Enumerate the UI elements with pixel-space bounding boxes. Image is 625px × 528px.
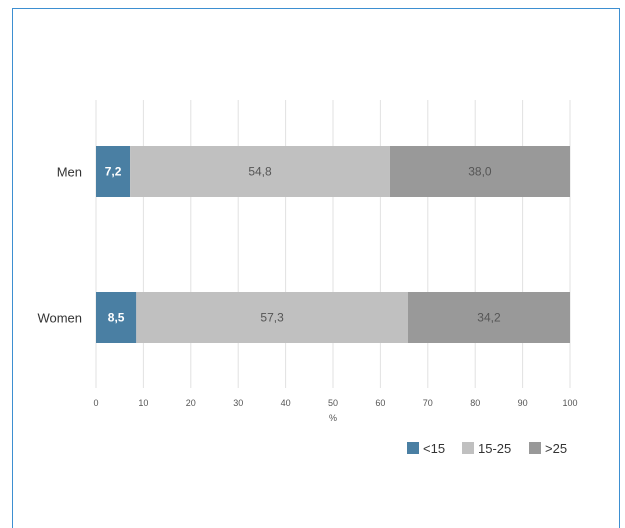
legend-swatch: [407, 442, 419, 454]
bars: 7,2 54,8 38,0 8,5 57,3 34,2: [96, 146, 570, 343]
x-axis-label: %: [329, 413, 337, 423]
legend-swatch: [462, 442, 474, 454]
category-label: Men: [57, 165, 82, 180]
x-tick-label: 10: [138, 398, 148, 408]
category-label: Women: [37, 311, 82, 326]
data-label: 34,2: [477, 311, 501, 325]
bar-segment: [130, 146, 390, 197]
stacked-bar-chart: 7,2 54,8 38,0 8,5 57,3 34,2 Men Women 0 10 20 30 4…: [37, 100, 578, 456]
x-tick-label: 20: [186, 398, 196, 408]
legend-swatch: [529, 442, 541, 454]
x-tick-label: 50: [328, 398, 338, 408]
data-label: 38,0: [468, 165, 492, 179]
x-tick-label: 100: [562, 398, 577, 408]
data-label: 54,8: [248, 165, 272, 179]
data-label: 7,2: [105, 165, 122, 179]
chart-frame: [12, 8, 620, 528]
x-tick-label: 30: [233, 398, 243, 408]
bar-segment: [96, 146, 131, 197]
x-axis-ticks: 0 10 20 30 40 50 60 70 80 90 100: [93, 398, 577, 408]
category-labels: Men Women: [37, 165, 82, 326]
x-tick-label: 40: [281, 398, 291, 408]
legend: <15 15-25 >25: [407, 441, 567, 456]
bar-segment: [407, 292, 570, 343]
x-tick-label: 70: [423, 398, 433, 408]
data-label: 8,5: [108, 311, 125, 325]
x-tick-label: 60: [375, 398, 385, 408]
gridlines: [95, 100, 571, 388]
x-tick-label: 80: [470, 398, 480, 408]
x-tick-label: 90: [518, 398, 528, 408]
legend-label: <15: [423, 441, 445, 456]
bar-segment: [96, 292, 137, 343]
x-tick-label: 0: [93, 398, 98, 408]
data-label: 57,3: [260, 311, 284, 325]
legend-label: 15-25: [478, 441, 511, 456]
legend-label: >25: [545, 441, 567, 456]
bar-segment: [136, 292, 408, 343]
bar-segment: [389, 146, 570, 197]
